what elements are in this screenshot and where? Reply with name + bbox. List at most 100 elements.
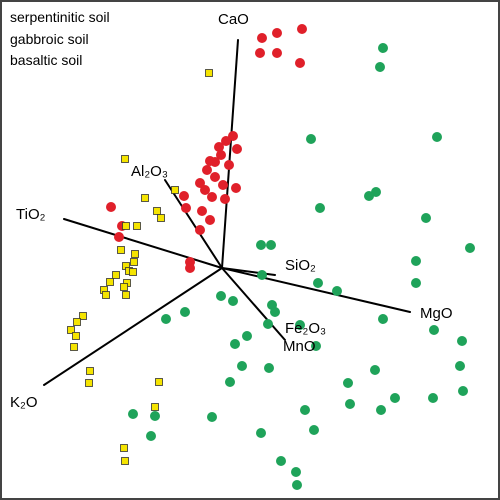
point-series1-16 [216, 291, 226, 301]
point-series1-38 [428, 393, 438, 403]
legend-entry-basaltic: basaltic soil [10, 52, 82, 68]
point-series1-2 [432, 132, 442, 142]
point-series0-23 [181, 203, 191, 213]
point-series1-9 [256, 240, 266, 250]
point-series2-13 [129, 268, 137, 276]
point-series0-5 [295, 58, 305, 68]
point-series1-42 [207, 412, 217, 422]
point-series1-25 [429, 325, 439, 335]
legend: serpentinitic soil gabbroic soil basalti… [10, 9, 110, 68]
point-series2-23 [67, 326, 75, 334]
vector-line-mgo [221, 267, 411, 313]
point-series2-25 [70, 343, 78, 351]
point-series0-27 [114, 232, 124, 242]
point-series2-0 [205, 69, 213, 77]
point-series0-20 [179, 191, 189, 201]
vector-line-cao [221, 39, 239, 269]
point-series1-10 [465, 243, 475, 253]
vector-label-al2o3: Al₂O₃ [131, 163, 168, 180]
point-series0-13 [224, 160, 234, 170]
vector-line-tio2 [63, 218, 223, 269]
point-series0-29 [195, 225, 205, 235]
point-series2-26 [86, 367, 94, 375]
point-series1-12 [257, 270, 267, 280]
point-series2-5 [157, 214, 165, 222]
point-series0-24 [197, 206, 207, 216]
point-series0-22 [220, 194, 230, 204]
biplot-vectors [43, 39, 411, 386]
point-series1-11 [411, 256, 421, 266]
vector-label-tio2: TiO₂ [16, 206, 46, 223]
point-series2-21 [79, 312, 87, 320]
point-series1-21 [161, 314, 171, 324]
point-series0-16 [195, 178, 205, 188]
point-series1-1 [375, 62, 385, 72]
point-series2-8 [117, 246, 125, 254]
point-series2-7 [122, 222, 130, 230]
vector-label-sio2: SiO₂ [285, 257, 316, 274]
point-series1-6 [315, 203, 325, 213]
point-series1-49 [291, 467, 301, 477]
point-series2-30 [120, 444, 128, 452]
point-series1-17 [228, 296, 238, 306]
point-series1-24 [295, 320, 305, 330]
point-series1-40 [300, 405, 310, 415]
point-series0-14 [202, 165, 212, 175]
point-series0-2 [297, 24, 307, 34]
point-series0-31 [185, 263, 195, 273]
point-series1-41 [376, 405, 386, 415]
point-series0-21 [207, 192, 217, 202]
vector-line-fe2o3 [221, 267, 286, 341]
point-series0-28 [205, 215, 215, 225]
point-series1-50 [292, 480, 302, 490]
point-series2-18 [120, 283, 128, 291]
vector-label-mgo: MgO [420, 305, 453, 322]
point-series2-20 [122, 291, 130, 299]
point-series0-7 [221, 136, 231, 146]
point-series2-1 [121, 155, 129, 163]
legend-entry-gabbroic: gabbroic soil [10, 31, 89, 47]
point-series0-25 [106, 202, 116, 212]
point-series0-8 [214, 142, 224, 152]
point-series0-17 [218, 180, 228, 190]
point-series1-8 [266, 240, 276, 250]
legend-entry-serpentinitic: serpentinitic soil [10, 9, 110, 25]
point-series0-18 [231, 183, 241, 193]
point-series0-12 [210, 157, 220, 167]
vector-line-al2o3 [164, 179, 223, 269]
point-series2-6 [133, 222, 141, 230]
point-series2-31 [121, 457, 129, 465]
point-series1-14 [411, 278, 421, 288]
point-series2-4 [153, 207, 161, 215]
point-series2-28 [155, 378, 163, 386]
point-series1-7 [421, 213, 431, 223]
point-series0-9 [232, 144, 242, 154]
point-series1-37 [390, 393, 400, 403]
point-series1-36 [458, 386, 468, 396]
vector-line-k2o [43, 267, 223, 386]
point-series1-44 [150, 411, 160, 421]
point-series0-10 [216, 150, 226, 160]
point-series1-28 [230, 339, 240, 349]
point-series1-19 [180, 307, 190, 317]
point-series1-26 [242, 331, 252, 341]
point-series2-29 [151, 403, 159, 411]
point-series2-22 [73, 318, 81, 326]
point-series1-27 [457, 336, 467, 346]
point-series1-34 [225, 377, 235, 387]
point-series1-20 [270, 307, 280, 317]
point-series1-32 [264, 363, 274, 373]
point-series1-29 [311, 341, 321, 351]
point-series2-14 [112, 271, 120, 279]
point-series1-43 [128, 409, 138, 419]
point-series2-15 [106, 278, 114, 286]
point-series2-2 [171, 186, 179, 194]
point-series0-15 [210, 172, 220, 182]
point-series1-31 [455, 361, 465, 371]
point-series2-10 [130, 258, 138, 266]
point-series1-33 [370, 365, 380, 375]
point-series2-24 [72, 332, 80, 340]
point-series1-47 [146, 431, 156, 441]
point-series1-30 [237, 361, 247, 371]
